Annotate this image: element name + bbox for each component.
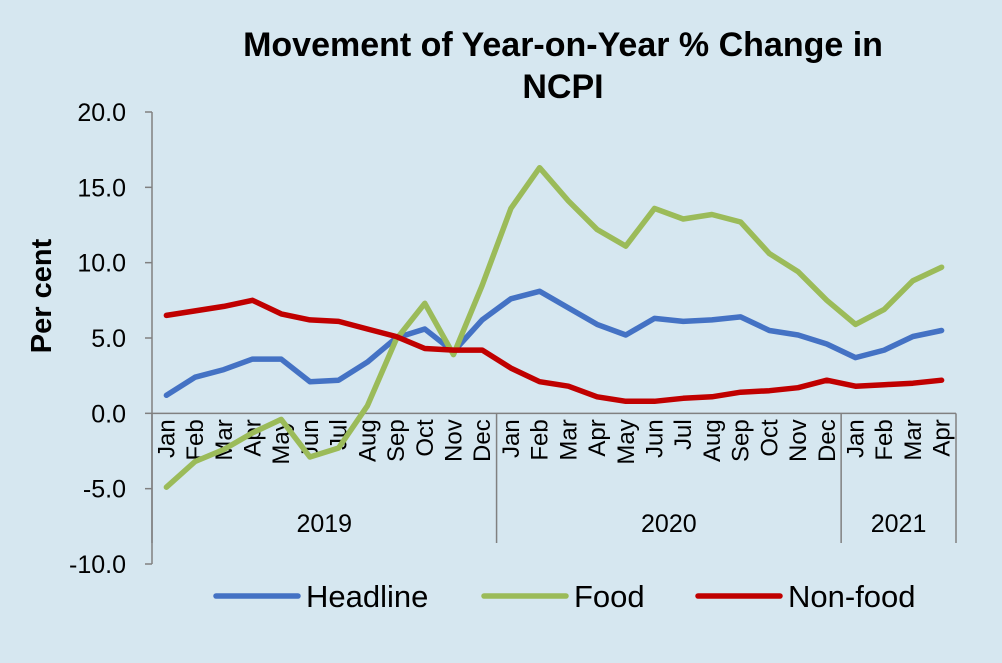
y-tick-label: 15.0 [77,174,126,202]
x-year-label: 2020 [641,510,697,538]
x-tick-label: Apr [584,419,611,456]
x-tick-label: Oct [756,419,783,457]
y-axis-label: Per cent [26,238,58,353]
x-tick-label: Dec [469,419,496,462]
y-tick-label: -10.0 [69,551,126,579]
legend: Headline Food Non-food [213,579,916,614]
x-tick-label: Nov [441,419,468,462]
x-tick-label: May [613,419,640,464]
x-tick-label: Aug [699,419,726,462]
x-tick-label: Dec [814,419,841,462]
x-tick-label: Feb [182,419,209,460]
x-tick-label: Oct [412,419,439,457]
y-axis: -10.0 -5.0 0.0 5.0 10.0 15.0 20.0 [69,99,153,579]
x-tick-label: Sep [383,419,410,462]
chart-title-line-2: NCPI [522,68,603,106]
y-tick-label: 0.0 [91,400,126,428]
series-line-food [163,164,945,490]
y-tick-label: 20.0 [77,99,126,127]
series-line-headline [163,288,945,399]
x-tick-label: Sep [728,419,755,462]
x-tick-label: Jan [153,419,180,458]
y-tick-label: -5.0 [83,476,126,504]
legend-label-non-food: Non-food [788,579,916,614]
x-tick-label: Mar [900,419,927,460]
legend-label-food: Food [574,579,645,614]
x-tick-label: Jan [498,419,525,458]
y-tick-label: 10.0 [77,250,126,278]
series-lines [163,164,945,490]
x-tick-label: Jan [843,419,870,458]
x-year-label: 2019 [296,510,352,538]
x-tick-label: May [268,419,295,464]
series-line-non-food [163,297,945,405]
x-year-label: 2021 [871,510,927,538]
x-tick-label: Aug [354,419,381,462]
chart-title-line-1: Movement of Year-on-Year % Change in [243,26,883,64]
x-tick-label: Apr [929,419,956,456]
x-tick-label: Mar [555,419,582,460]
y-tick-label: 5.0 [91,325,126,353]
x-tick-label: Jul [670,419,697,450]
x-tick-label: Jun [642,419,669,458]
x-tick-label: Nov [785,419,812,462]
x-tick-label: Feb [527,419,554,460]
x-tick-label: Feb [871,419,898,460]
legend-label-headline: Headline [306,579,428,614]
